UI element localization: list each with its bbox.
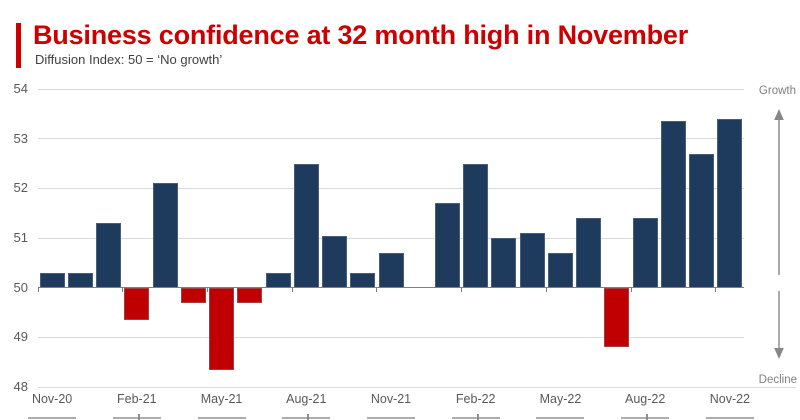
bar-Sep-21 — [322, 235, 348, 288]
baseline-tick — [376, 288, 378, 293]
baseline-axis-50 — [38, 287, 744, 289]
bar-Feb-21 — [124, 287, 150, 320]
baseline-tick — [715, 288, 717, 293]
y-tick-label-54: 54 — [13, 81, 28, 96]
x-tick-label-Feb-21: Feb-21 — [117, 392, 157, 406]
bar-May-21 — [209, 287, 235, 370]
growth-label: Growth — [758, 85, 796, 97]
x-tick-label-Nov-22: Nov-22 — [709, 392, 751, 406]
bar-Nov-20 — [39, 272, 65, 288]
y-tick-label-51: 51 — [13, 230, 28, 245]
baseline-tick — [122, 288, 124, 293]
cutoff-dash — [282, 417, 331, 419]
baseline-tick — [461, 288, 463, 293]
decline-label: Decline — [758, 374, 797, 386]
y-tick-label-50: 50 — [13, 279, 28, 295]
bar-Jul-22 — [604, 287, 630, 348]
chart-subtitle: Diffusion Index: 50 = ‘No growth’ — [35, 52, 223, 67]
baseline-tick — [291, 288, 293, 293]
x-tick-label-May-21: May-21 — [200, 392, 243, 406]
cutoff-dash — [367, 417, 415, 419]
cutoff-dash — [197, 417, 246, 419]
x-tick-label-Nov-20: Nov-20 — [31, 392, 73, 406]
gridline-48 — [38, 386, 796, 388]
bar-Jan-21 — [96, 223, 122, 288]
bar-Dec-20 — [67, 272, 93, 288]
gridline-49 — [38, 336, 744, 338]
bar-Nov-22 — [717, 118, 743, 288]
growth-up-arrow-icon — [774, 109, 784, 275]
bar-Aug-22 — [632, 218, 658, 288]
baseline-tick — [206, 288, 208, 293]
bar-Jun-22 — [576, 218, 602, 288]
x-tick-label-Aug-21: Aug-21 — [286, 392, 327, 406]
bar-Feb-22 — [463, 163, 489, 288]
cutoff-dash — [536, 417, 585, 419]
bar-Sep-22 — [660, 121, 686, 288]
bar-Oct-21 — [350, 272, 376, 288]
bar-Jul-21 — [265, 272, 291, 288]
y-tick-label-48: 48 — [13, 379, 28, 394]
chart-title: Business confidence at 32 month high in … — [33, 20, 689, 50]
baseline-tick — [37, 288, 39, 293]
cutoff-dash — [28, 417, 77, 419]
y-tick-label-52: 52 — [13, 180, 28, 196]
cutoff-dash — [451, 417, 500, 419]
gridline-53 — [38, 138, 744, 140]
cutoff-dash — [621, 417, 670, 419]
bar-Apr-21 — [180, 287, 206, 303]
bar-Nov-21 — [378, 252, 404, 288]
baseline-tick — [545, 288, 547, 293]
bar-Apr-22 — [519, 233, 545, 288]
x-tick-label-May-22: May-22 — [539, 392, 582, 406]
cutoff-tick — [646, 414, 649, 420]
gridline-54 — [38, 88, 744, 90]
bar-Oct-22 — [689, 153, 715, 288]
bar-Jan-22 — [434, 203, 460, 288]
gridline-51 — [38, 237, 744, 239]
cutoff-dash — [112, 417, 161, 419]
bar-Mar-21 — [152, 183, 178, 288]
plot-area — [37, 88, 796, 388]
title-accent-bar — [16, 23, 21, 68]
baseline-tick — [630, 288, 632, 293]
x-tick-label-Feb-22: Feb-22 — [455, 392, 496, 406]
gridline-52 — [38, 187, 744, 189]
bar-Jun-21 — [237, 287, 263, 303]
bar-May-22 — [547, 252, 573, 288]
cutoff-tick — [476, 414, 479, 420]
x-tick-label-Aug-22: Aug-22 — [625, 392, 666, 406]
bar-Mar-22 — [491, 238, 517, 288]
cutoff-dash — [705, 417, 754, 419]
decline-down-arrow-icon — [774, 291, 784, 359]
y-tick-label-49: 49 — [13, 329, 28, 345]
bar-Aug-21 — [293, 163, 319, 288]
cutoff-tick — [307, 414, 310, 420]
x-tick-label-Nov-21: Nov-21 — [370, 392, 412, 406]
y-tick-label-53: 53 — [13, 130, 28, 146]
cutoff-tick — [137, 414, 140, 420]
